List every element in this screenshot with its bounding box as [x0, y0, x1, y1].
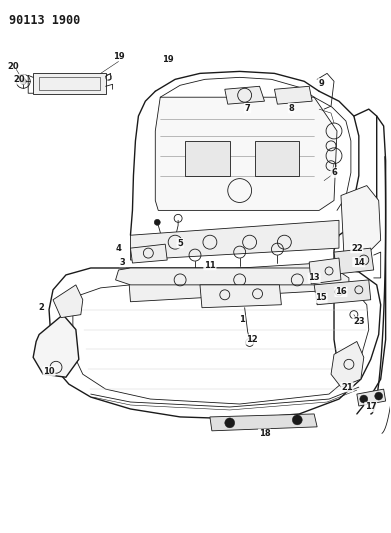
Text: 14: 14 — [353, 257, 365, 266]
Text: 90113 1900: 90113 1900 — [9, 14, 81, 27]
Circle shape — [154, 220, 160, 225]
Circle shape — [360, 395, 368, 403]
Text: 20: 20 — [13, 75, 25, 84]
Text: 13: 13 — [308, 273, 320, 282]
Text: 4: 4 — [116, 244, 122, 253]
Polygon shape — [255, 141, 299, 176]
Polygon shape — [155, 97, 337, 211]
Circle shape — [375, 392, 383, 400]
Text: 10: 10 — [43, 367, 55, 376]
Text: 9: 9 — [318, 79, 324, 88]
Text: 23: 23 — [353, 317, 365, 326]
Text: 16: 16 — [335, 287, 347, 296]
Text: 12: 12 — [246, 335, 258, 344]
Polygon shape — [116, 268, 349, 290]
Polygon shape — [309, 258, 341, 284]
Text: 19: 19 — [162, 55, 174, 64]
Polygon shape — [331, 342, 364, 387]
Polygon shape — [357, 389, 386, 406]
Text: 1: 1 — [239, 315, 245, 324]
Text: 8: 8 — [289, 103, 294, 112]
Circle shape — [225, 418, 235, 428]
Polygon shape — [131, 244, 167, 263]
Polygon shape — [225, 86, 264, 104]
Text: 11: 11 — [204, 261, 216, 270]
Polygon shape — [33, 74, 106, 94]
Polygon shape — [131, 220, 339, 260]
Circle shape — [20, 78, 26, 84]
Polygon shape — [200, 285, 282, 308]
Text: 6: 6 — [331, 168, 337, 177]
Polygon shape — [274, 86, 312, 104]
Text: 21: 21 — [341, 383, 353, 392]
Circle shape — [292, 415, 302, 425]
Text: 2: 2 — [38, 303, 44, 312]
Text: 19: 19 — [113, 52, 124, 61]
Polygon shape — [314, 280, 371, 305]
Polygon shape — [334, 248, 374, 274]
Text: 15: 15 — [315, 293, 327, 302]
Text: 3: 3 — [120, 257, 126, 266]
Polygon shape — [210, 414, 317, 431]
Text: 5: 5 — [177, 239, 183, 248]
Text: 18: 18 — [259, 429, 270, 438]
Text: 20: 20 — [7, 62, 19, 71]
Polygon shape — [185, 141, 230, 176]
Polygon shape — [341, 185, 381, 255]
Text: 7: 7 — [245, 103, 251, 112]
Text: 17: 17 — [365, 402, 377, 411]
Polygon shape — [129, 262, 341, 302]
Polygon shape — [53, 285, 83, 318]
Text: 22: 22 — [351, 244, 363, 253]
Polygon shape — [33, 314, 79, 377]
